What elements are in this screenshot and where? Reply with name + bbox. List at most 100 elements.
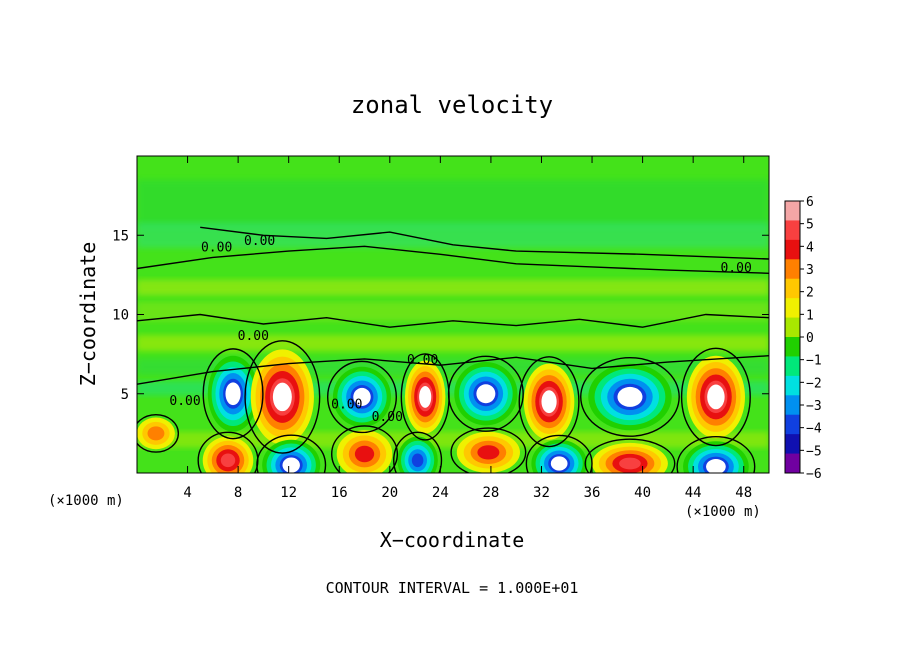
anomaly-cell: [137, 417, 175, 450]
colorbar-swatch: [785, 298, 800, 319]
anomaly-core: [476, 384, 496, 404]
anomaly-cell: [202, 436, 254, 473]
zero-contour-line: [137, 355, 769, 385]
background-bands: [137, 179, 769, 448]
background-band: [137, 222, 769, 248]
anomaly-cell: [686, 355, 745, 439]
colorbar-swatch: [785, 356, 800, 377]
background-band: [137, 335, 769, 351]
colorbar: 6 5 4 3 2 1 0 −1 −2 −3 −4 −5 −6: [784, 195, 822, 482]
zero-contour-loop: [326, 360, 397, 434]
anomaly-core: [353, 387, 371, 406]
zero-contour-loop: [202, 348, 264, 440]
anomaly-cell: [207, 355, 259, 432]
x-axis-ticks: 4 8 12 16 20 24 28 32 36 40 44 48: [183, 156, 752, 501]
zero-contour-loop: [393, 431, 443, 473]
colorbar-tick-label: −5: [806, 444, 822, 459]
colorbar-swatch: [785, 220, 800, 241]
anomaly-core: [282, 457, 300, 473]
zero-contour-loop: [244, 340, 321, 454]
x-tick-label: 16: [331, 485, 348, 501]
contour-label: 0.00: [372, 410, 403, 425]
zero-contour-loop: [447, 355, 524, 432]
colorbar-tick-label: −1: [806, 354, 822, 369]
colorbar-swatch: [785, 278, 800, 299]
anomaly-cell: [454, 362, 518, 426]
anomaly-cell: [588, 363, 672, 431]
y-tick-label: 5: [121, 387, 129, 403]
colorbar-swatch: [785, 259, 800, 280]
anomaly-core: [225, 382, 241, 406]
colorbar-tick-label: 1: [806, 308, 814, 323]
zero-contour-loop: [518, 356, 580, 448]
zero-contour-line: [137, 313, 769, 328]
contour-labels: 0.00 0.00 0.00 0.00 0.00 0.00 0.00 0.00: [169, 234, 751, 425]
anomaly-core: [541, 390, 557, 414]
anomaly-level: [147, 426, 165, 441]
contour-interval-note: CONTOUR INTERVAL = 1.000E+01: [326, 579, 579, 597]
anomaly-level: [354, 445, 375, 463]
anomaly-core: [419, 385, 432, 408]
contour-label: 0.00: [244, 234, 275, 249]
zero-contour-loop: [256, 434, 327, 473]
anomaly-level: [411, 453, 424, 468]
zero-contour-loop: [450, 427, 527, 473]
anomaly-cell: [456, 431, 520, 473]
y-axis-ticks: 5 10 15: [112, 228, 769, 403]
x-tick-label: 20: [381, 485, 398, 501]
colorbar-tick-label: 2: [806, 286, 814, 301]
colorbar-tick-label: −6: [806, 467, 822, 482]
colorbar-swatch: [785, 434, 800, 455]
colorbar-swatch: [785, 337, 800, 357]
background-band: [137, 301, 769, 321]
colorbar-swatch: [785, 395, 800, 416]
y-axis-label: Z−coordinate: [76, 242, 100, 387]
x-tick-label: 24: [432, 485, 449, 501]
x-unit-left: (×1000 m): [48, 493, 124, 509]
x-tick-label: 12: [280, 485, 297, 501]
colorbar-swatch: [785, 201, 800, 221]
contour-label: 0.00: [331, 397, 362, 412]
x-tick-label: 28: [482, 485, 499, 501]
colorbar-swatch: [785, 414, 800, 435]
colorbar-swatch: [785, 239, 800, 260]
anomaly-core: [550, 456, 568, 471]
contour-label: 0.00: [201, 240, 232, 255]
anomaly-cell: [531, 439, 587, 473]
velocity-anomalies: [137, 349, 749, 473]
anomaly-cell: [332, 366, 392, 428]
x-axis-label: X−coordinate: [380, 528, 525, 552]
colorbar-tick-label: −4: [806, 422, 822, 437]
anomaly-core: [272, 382, 292, 412]
x-tick-label: 8: [234, 485, 242, 501]
x-tick-label: 40: [634, 485, 651, 501]
zero-contour-line: [200, 226, 769, 260]
background-band: [137, 279, 769, 296]
zero-contour-loop: [525, 434, 593, 473]
zero-contour-loop: [580, 356, 680, 437]
anomaly-cell: [397, 436, 438, 473]
background-band: [137, 179, 769, 228]
zero-contours: [137, 226, 769, 473]
zero-contour-loop: [584, 438, 676, 473]
x-tick-label: 32: [533, 485, 550, 501]
plot-area: 0.00 0.000.000.000.000.00 0.000.00 4 8 12 16 2…: [112, 155, 770, 501]
anomaly-level: [220, 453, 236, 468]
x-tick-label: 4: [183, 485, 191, 501]
anomaly-cell: [336, 430, 393, 473]
colorbar-swatch: [785, 375, 800, 396]
anomaly-level: [619, 457, 641, 470]
colorbar-swatch: [785, 317, 800, 338]
x-tick-label: 48: [735, 485, 752, 501]
contour-label: 0.00: [169, 394, 200, 409]
colorbar-tick-label: 0: [806, 331, 814, 346]
anomaly-cell: [262, 439, 321, 473]
anomaly-core: [706, 459, 726, 473]
zero-contour-loop: [137, 413, 180, 453]
contour-label: 0.00: [407, 353, 438, 368]
y-tick-label: 10: [112, 308, 129, 324]
chart-title: zonal velocity: [351, 91, 553, 119]
contour-label: 0.00: [720, 261, 751, 276]
colorbar-tick-label: 5: [806, 218, 814, 233]
